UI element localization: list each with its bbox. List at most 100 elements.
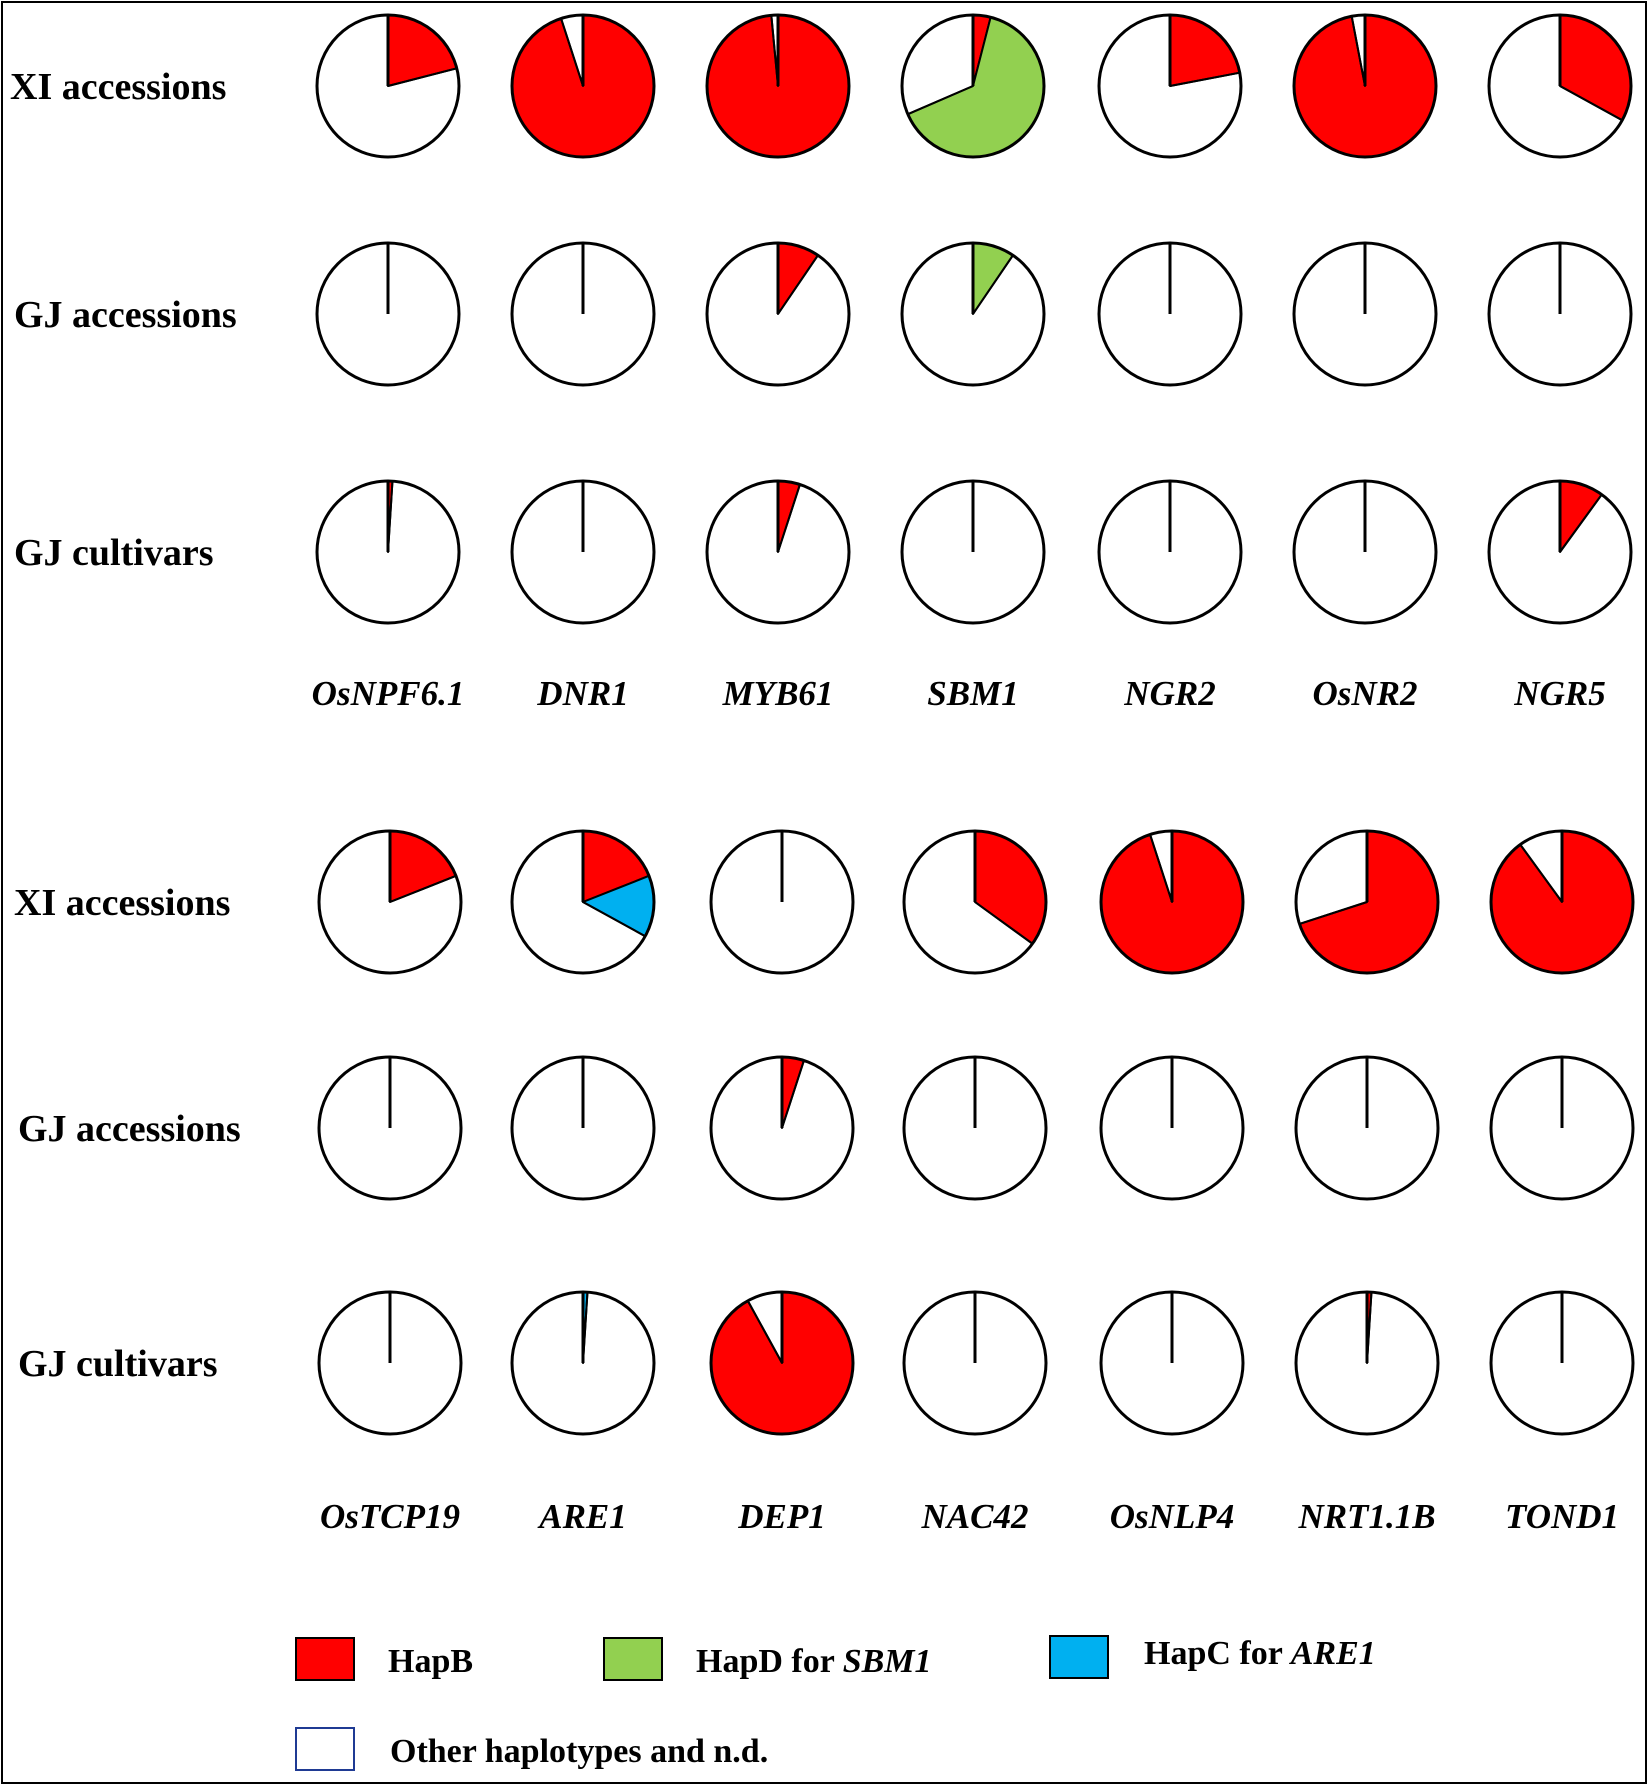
pie-gj-cultivars-dep1 xyxy=(709,1290,855,1436)
pie-divider xyxy=(781,1060,805,1129)
pie-divider xyxy=(1559,493,1603,553)
pie-gj-cultivars-ostcp19 xyxy=(317,1290,463,1436)
pie-divider xyxy=(1519,843,1563,903)
pie-divider xyxy=(582,901,646,938)
pie-divider xyxy=(387,67,458,87)
gene-label-dep1: DEP1 xyxy=(737,1497,826,1536)
pie-gj-cultivars-myb61 xyxy=(705,479,851,625)
pie-gj-cultivars-are1 xyxy=(510,1290,656,1436)
pie-divider xyxy=(1366,1292,1373,1364)
legend-swatch-hapd xyxy=(603,1637,663,1681)
gene-label-osnpf6-1: OsNPF6.1 xyxy=(312,674,465,713)
pie-divider xyxy=(560,18,584,87)
legend-label-hapd: HapD for SBM1 xyxy=(696,1643,932,1680)
pie-xi-accessions-ngr2 xyxy=(1097,13,1243,159)
pie-xi-accessions-osnlp4 xyxy=(1099,829,1245,975)
pie-gj-accessions-tond1 xyxy=(1489,1055,1635,1201)
gene-label-ngr5: NGR5 xyxy=(1513,674,1605,713)
pie-gj-cultivars-sbm1 xyxy=(900,479,1046,625)
pie-gj-accessions-ostcp19 xyxy=(317,1055,463,1201)
legend-hapd-gene: SBM1 xyxy=(843,1643,932,1680)
pie-divider xyxy=(1559,85,1623,122)
row-label-gj-cultivars: GJ cultivars xyxy=(18,1343,217,1385)
row-label-gj-accessions: GJ accessions xyxy=(14,294,237,336)
pie-gj-accessions-dnr1 xyxy=(510,241,656,387)
gene-label-are1: ARE1 xyxy=(537,1497,627,1536)
gene-label-ostcp19: OsTCP19 xyxy=(320,1497,460,1536)
gene-label-myb61: MYB61 xyxy=(722,674,834,713)
pie-divider xyxy=(582,1292,589,1364)
row-label-xi-accessions: XI accessions xyxy=(10,66,226,108)
pie-divider xyxy=(907,85,974,116)
pie-divider xyxy=(770,15,779,87)
pie-gj-cultivars-osnr2 xyxy=(1292,479,1438,625)
pie-gj-accessions-osnpf6-1 xyxy=(315,241,461,387)
gene-label-osnlp4: OsNLP4 xyxy=(1110,1497,1234,1536)
pie-divider xyxy=(387,481,394,553)
pie-gj-cultivars-osnpf6-1 xyxy=(315,479,461,625)
pie-divider xyxy=(777,484,801,553)
pie-gj-cultivars-dnr1 xyxy=(510,479,656,625)
pie-xi-accessions-ngr5 xyxy=(1487,13,1633,159)
pie-gj-accessions-osnr2 xyxy=(1292,241,1438,387)
pie-gj-cultivars-nac42 xyxy=(902,1290,1048,1436)
pie-divider xyxy=(974,901,1034,945)
legend: HapB HapD for SBM1 HapC for ARE1 Other h… xyxy=(295,1635,1376,1771)
gene-label-ngr2: NGR2 xyxy=(1123,674,1215,713)
legend-label-hapc: HapC for ARE1 xyxy=(1144,1635,1376,1672)
pie-xi-accessions-dnr1 xyxy=(510,13,656,159)
pie-xi-accessions-dep1 xyxy=(709,829,855,975)
pie-xi-accessions-osnr2 xyxy=(1292,13,1438,159)
pie-xi-accessions-tond1 xyxy=(1489,829,1635,975)
pie-xi-accessions-myb61 xyxy=(705,13,851,159)
row-label-gj-accessions: GJ accessions xyxy=(18,1108,241,1150)
pie-divider xyxy=(1169,71,1240,87)
pie-divider xyxy=(777,254,819,315)
gene-label-osnr2: OsNR2 xyxy=(1312,674,1417,713)
pie-xi-accessions-ostcp19 xyxy=(317,829,463,975)
pie-xi-accessions-nac42 xyxy=(902,829,1048,975)
row-label-gj-cultivars: GJ cultivars xyxy=(14,532,213,574)
pie-gj-cultivars-nrt1-1b xyxy=(1294,1290,1440,1436)
pie-gj-cultivars-osnlp4 xyxy=(1099,1290,1245,1436)
pie-divider xyxy=(1350,16,1366,87)
pie-gj-accessions-ngr5 xyxy=(1487,241,1633,387)
legend-hapd-prefix: HapD for xyxy=(696,1643,843,1680)
pie-divider xyxy=(1299,901,1368,925)
pie-divider xyxy=(972,254,1014,315)
legend-swatch-hapc xyxy=(1049,1635,1109,1679)
pie-gj-cultivars-ngr2 xyxy=(1097,479,1243,625)
pie-xi-accessions-nrt1-1b xyxy=(1294,829,1440,975)
pie-charts xyxy=(315,13,1635,1436)
legend-swatch-hapb xyxy=(295,1637,355,1681)
gene-label-sbm1: SBM1 xyxy=(927,674,1018,713)
pie-xi-accessions-sbm1 xyxy=(900,13,1046,159)
pie-divider xyxy=(389,874,457,903)
pie-gj-accessions-ngr2 xyxy=(1097,241,1243,387)
gene-label-tond1: TOND1 xyxy=(1505,1497,1619,1536)
labels: XI accessions GJ accessions GJ cultivars Os… xyxy=(10,66,1619,1536)
gene-label-nac42: NAC42 xyxy=(921,1497,1029,1536)
pie-gj-accessions-nac42 xyxy=(902,1055,1048,1201)
gene-label-nrt1-1b: NRT1.1B xyxy=(1297,1497,1435,1536)
pie-gj-cultivars-ngr5 xyxy=(1487,479,1633,625)
pie-gj-accessions-nrt1-1b xyxy=(1294,1055,1440,1201)
pie-xi-accessions-are1 xyxy=(510,829,656,975)
legend-swatch-other xyxy=(295,1727,355,1771)
pie-divider xyxy=(746,1300,783,1364)
pie-gj-accessions-myb61 xyxy=(705,241,851,387)
pie-divider xyxy=(1149,834,1173,903)
pie-gj-accessions-osnlp4 xyxy=(1099,1055,1245,1201)
pie-gj-accessions-sbm1 xyxy=(900,241,1046,387)
pie-gj-cultivars-tond1 xyxy=(1489,1290,1635,1436)
legend-hapc-prefix: HapC for xyxy=(1144,1635,1291,1672)
row-label-xi-accessions: XI accessions xyxy=(14,882,230,924)
legend-label-hapb: HapB xyxy=(388,1643,473,1680)
pie-gj-accessions-are1 xyxy=(510,1055,656,1201)
pie-xi-accessions-osnpf6-1 xyxy=(315,13,461,159)
gene-label-dnr1: DNR1 xyxy=(536,674,628,713)
legend-hapc-gene: ARE1 xyxy=(1289,1635,1376,1672)
pie-gj-accessions-dep1 xyxy=(709,1055,855,1201)
legend-label-other: Other haplotypes and n.d. xyxy=(390,1733,768,1770)
